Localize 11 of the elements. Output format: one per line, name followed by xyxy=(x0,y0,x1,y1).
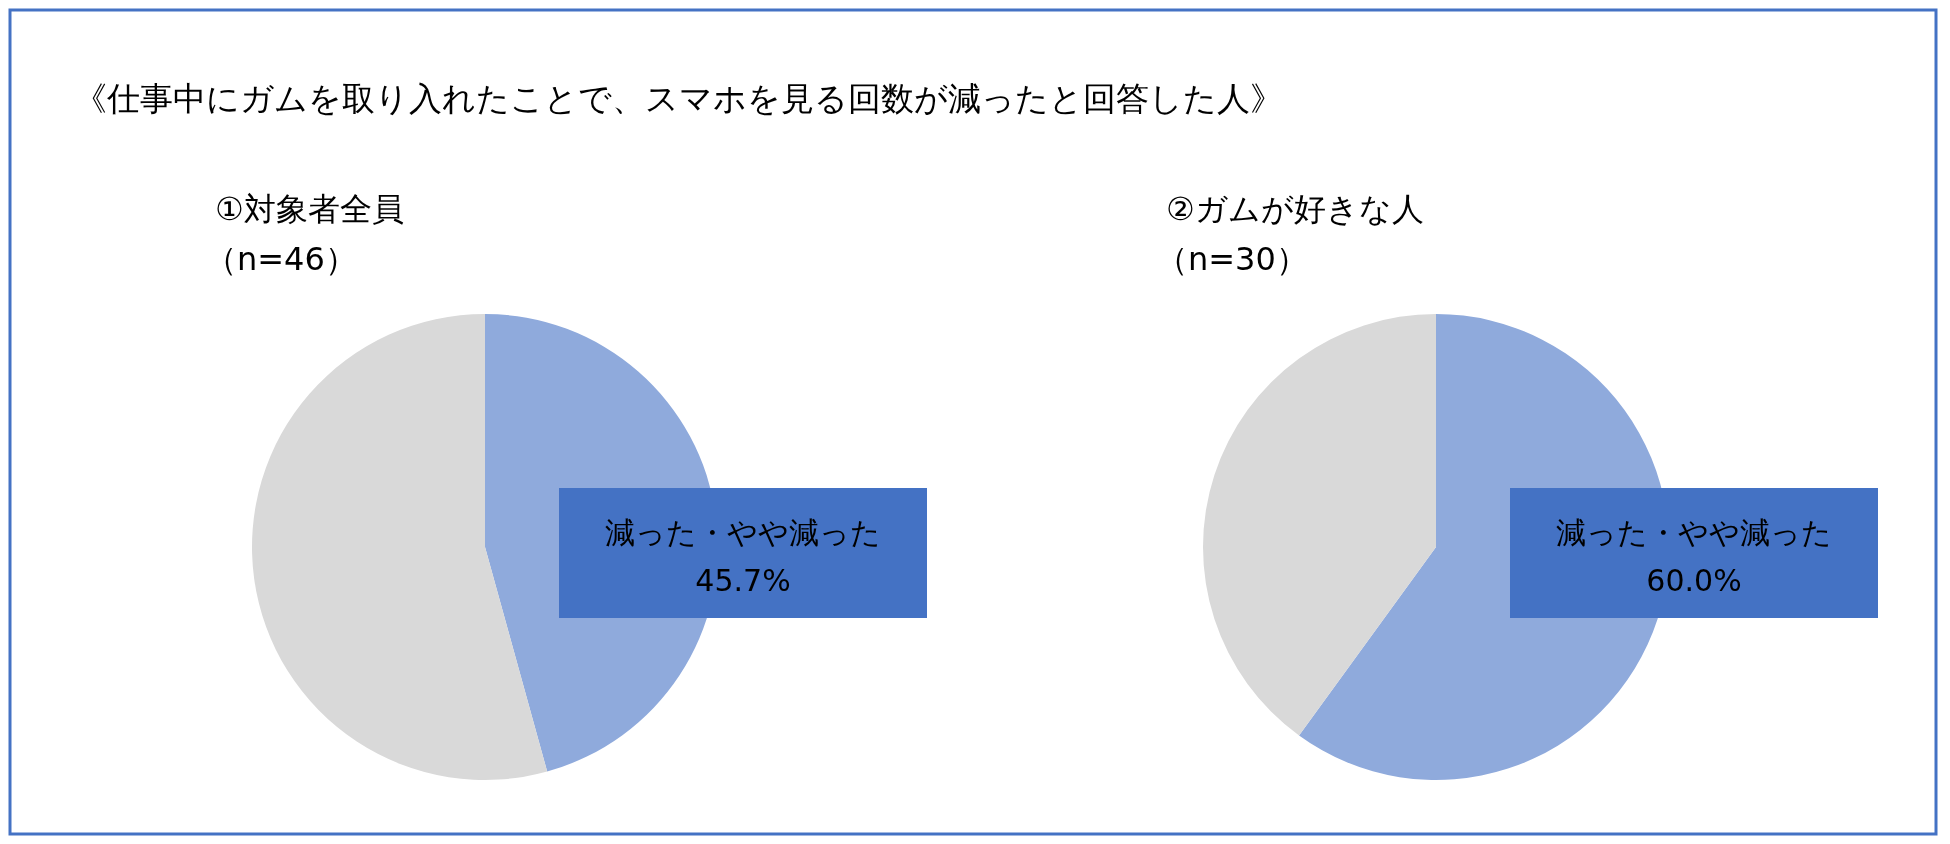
data-label: 60.0% xyxy=(1646,563,1742,598)
slice-label: 減った・やや減った xyxy=(605,515,881,550)
chart-title: ②ガムが好きな人 xyxy=(1166,190,1424,228)
chart-subtitle: （n=30） xyxy=(1156,240,1308,278)
slice-label: 減った・やや減った xyxy=(1556,515,1832,550)
pie-slice xyxy=(252,314,548,780)
chart-subtitle: （n=46） xyxy=(205,240,357,278)
text: 《仕事中にガムを取り入れたことで、スマホを見る回数が減ったと回答した人》 xyxy=(74,79,1283,118)
data-label: 45.7% xyxy=(695,563,791,598)
chart-title: ①対象者全員 xyxy=(215,190,404,228)
pie-slice xyxy=(1203,314,1436,736)
